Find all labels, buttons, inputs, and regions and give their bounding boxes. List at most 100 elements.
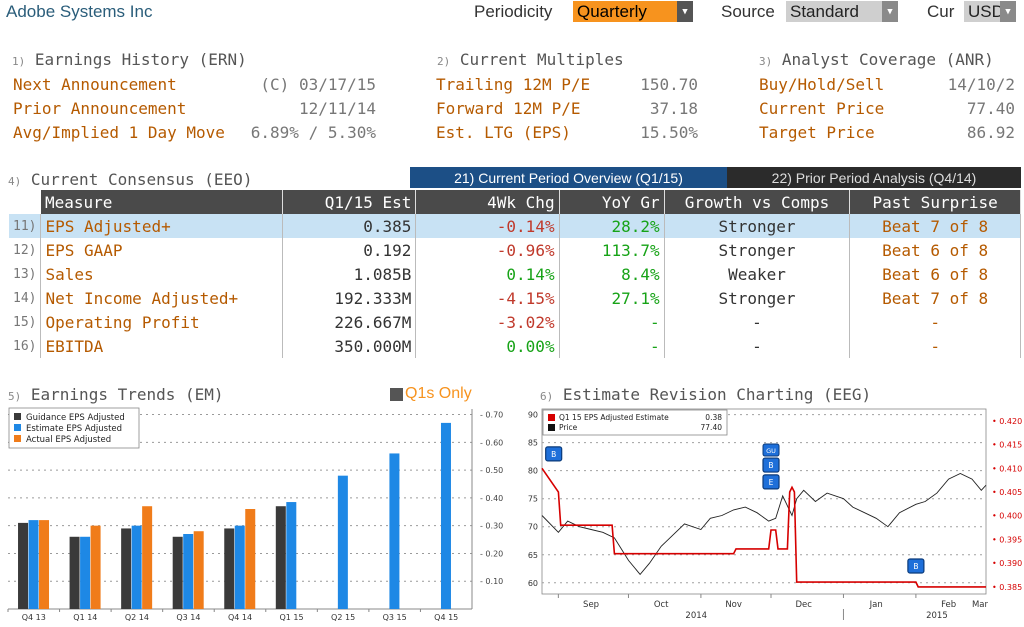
- left-tick-label: 90: [528, 411, 538, 420]
- currency-value: USD: [964, 1, 1004, 22]
- left-tick-label: 80: [528, 467, 538, 476]
- legend-value: 0.38: [705, 413, 722, 422]
- earnings-trends-chart: - 0.10 - 0.20 - 0.30 - 0.40 - 0.50 - 0.60 - 0.…: [7, 407, 503, 622]
- current-multiples-values: 150.70 37.18 15.50%: [600, 73, 698, 145]
- estimate-cell: 350.000M: [282, 334, 417, 358]
- source-value: Standard: [786, 1, 882, 22]
- x-tick-label: Feb: [941, 600, 956, 610]
- kv-label: Next Announcement: [13, 75, 177, 94]
- right-tick-label: • 0.410: [992, 464, 1022, 473]
- analyst-coverage-values: 14/10/2 77.40 86.92: [905, 73, 1015, 145]
- x-tick-label: Jan: [869, 600, 883, 610]
- marker-badge: [907, 558, 925, 574]
- growth-cell: Weaker: [664, 262, 851, 286]
- q1s-only-toggle[interactable]: Q1s Only: [390, 385, 472, 403]
- section-title-text: Earnings Trends (EM): [30, 385, 224, 404]
- estimate-cell: 192.333M: [282, 286, 417, 310]
- table-row[interactable]: 15) Operating Profit 226.667M -3.02% - - -: [9, 310, 1021, 334]
- marker-badge: [545, 446, 563, 462]
- growth-cell: -: [664, 310, 851, 334]
- left-tick-label: 75: [528, 495, 538, 504]
- bar: [142, 506, 153, 609]
- event-marker-icon: GU B: [762, 443, 780, 473]
- measure-cell: EPS GAAP: [40, 238, 283, 262]
- y-tick-label: - 0.50: [480, 466, 503, 475]
- column-header[interactable]: YoY Gr: [559, 190, 665, 214]
- x-tick-label: Q4 15: [434, 613, 458, 622]
- earnings-history-title[interactable]: 1) Earnings History (ERN): [12, 50, 247, 69]
- analyst-coverage-title[interactable]: 3) Analyst Coverage (ANR): [759, 50, 994, 69]
- section-title-text: Earnings History (ERN): [34, 50, 247, 69]
- yoy-cell: -: [559, 310, 665, 334]
- bar: [69, 536, 80, 609]
- column-header[interactable]: Past Surprise: [849, 190, 1021, 214]
- estimate-cell: 1.085B: [282, 262, 417, 286]
- section-number: 3): [759, 55, 773, 68]
- kv-label: Forward 12M P/E: [436, 99, 581, 118]
- periodicity-value: Quarterly: [573, 1, 677, 22]
- column-header[interactable]: 4Wk Chg: [415, 190, 560, 214]
- consensus-title[interactable]: 4) Current Consensus (EEO): [8, 170, 252, 189]
- left-tick-label: 70: [528, 523, 538, 532]
- current-multiples-title[interactable]: 2) Current Multiples: [437, 50, 624, 69]
- yoy-cell: 113.7%: [559, 238, 665, 262]
- marker-badge: [762, 443, 780, 457]
- bar: [183, 534, 194, 609]
- legend-box: [8, 407, 140, 449]
- estimate-cell: 226.667M: [282, 310, 417, 334]
- table-row[interactable]: 12) EPS GAAP 0.192 -0.96% 113.7% Stronger Beat…: [9, 238, 1021, 262]
- kv-label: Est. LTG (EPS): [436, 123, 571, 142]
- column-header[interactable]: Measure: [40, 190, 283, 214]
- kv-label: Trailing 12M P/E: [436, 75, 591, 94]
- estimate-revision-title[interactable]: 6) Estimate Revision Charting (EEG): [540, 385, 871, 404]
- right-tick-label: • 0.395: [992, 535, 1022, 544]
- yoy-cell: 27.1%: [559, 286, 665, 310]
- kv-value: 14/10/2: [947, 75, 1015, 94]
- table-row[interactable]: 14) Net Income Adjusted+ 192.333M -4.15% 27.…: [9, 286, 1021, 310]
- x-tick-label: Nov: [725, 600, 742, 610]
- measure-cell: Net Income Adjusted+: [40, 286, 283, 310]
- estimate-cell: 0.385: [282, 214, 417, 238]
- table-row[interactable]: 13) Sales 1.085B 0.14% 8.4% Weaker Beat 6 of 8: [9, 262, 1021, 286]
- kv-value: 6.89% / 5.30%: [250, 123, 376, 142]
- bar: [28, 520, 39, 609]
- chevron-down-icon: ▼: [882, 1, 898, 22]
- earnings-history-values: (C) 03/17/15 12/11/14 6.89% / 5.30%: [225, 73, 376, 145]
- earnings-trends-title[interactable]: 5) Earnings Trends (EM): [8, 385, 224, 404]
- table-row[interactable]: 11) EPS Adjusted+ 0.385 -0.14% 28.2% Stronger…: [9, 214, 1021, 238]
- change-cell: -0.14%: [415, 214, 560, 238]
- legend-label: Estimate EPS Adjusted: [26, 424, 122, 434]
- table-row[interactable]: 16) EBITDA 350.000M 0.00% - - -: [9, 334, 1021, 358]
- column-header[interactable]: Q1/15 Est: [282, 190, 417, 214]
- kv-value: 12/11/14: [298, 99, 376, 118]
- tab-prior-period[interactable]: 22) Prior Period Analysis (Q4/14): [727, 167, 1021, 188]
- change-cell: -0.96%: [415, 238, 560, 262]
- right-tick-label: • 0.420: [992, 417, 1022, 426]
- consensus-table: Measure Q1/15 Est 4Wk Chg YoY Gr Growth …: [9, 190, 1021, 358]
- row-number: 12): [9, 238, 42, 262]
- column-header[interactable]: Growth vs Comps: [664, 190, 851, 214]
- currency-dropdown[interactable]: USD ▼: [964, 1, 1016, 22]
- kv-label: Avg/Implied 1 Day Move: [13, 123, 225, 142]
- source-dropdown[interactable]: Standard ▼: [786, 1, 898, 22]
- measure-cell: EPS Adjusted+: [40, 214, 283, 238]
- tab-current-period[interactable]: 21) Current Period Overview (Q1/15): [410, 167, 727, 188]
- left-tick-label: 65: [528, 551, 538, 560]
- change-cell: -3.02%: [415, 310, 560, 334]
- analyst-coverage-labels: Buy/Hold/Sell Current Price Target Price: [759, 73, 884, 145]
- bar: [275, 506, 286, 609]
- kv-value: 150.70: [640, 75, 698, 94]
- x-tick-label: Q2 15: [331, 613, 355, 622]
- year-label: 2014: [685, 611, 707, 621]
- growth-cell: Stronger: [664, 238, 851, 262]
- y-tick-label: - 0.20: [480, 549, 503, 558]
- earnings-history-labels: Next Announcement Prior Announcement Avg…: [13, 73, 225, 145]
- kv-label: Buy/Hold/Sell: [759, 75, 885, 94]
- legend-label: Actual EPS Adjusted: [26, 435, 111, 445]
- legend-swatch: [14, 435, 21, 442]
- year-label: 2015: [926, 611, 948, 621]
- x-tick-label: Q4 14: [228, 613, 252, 622]
- periodicity-dropdown[interactable]: Quarterly ▼: [573, 1, 693, 22]
- x-tick-label: Q3 15: [383, 613, 407, 622]
- section-title-text: Current Multiples: [459, 50, 624, 69]
